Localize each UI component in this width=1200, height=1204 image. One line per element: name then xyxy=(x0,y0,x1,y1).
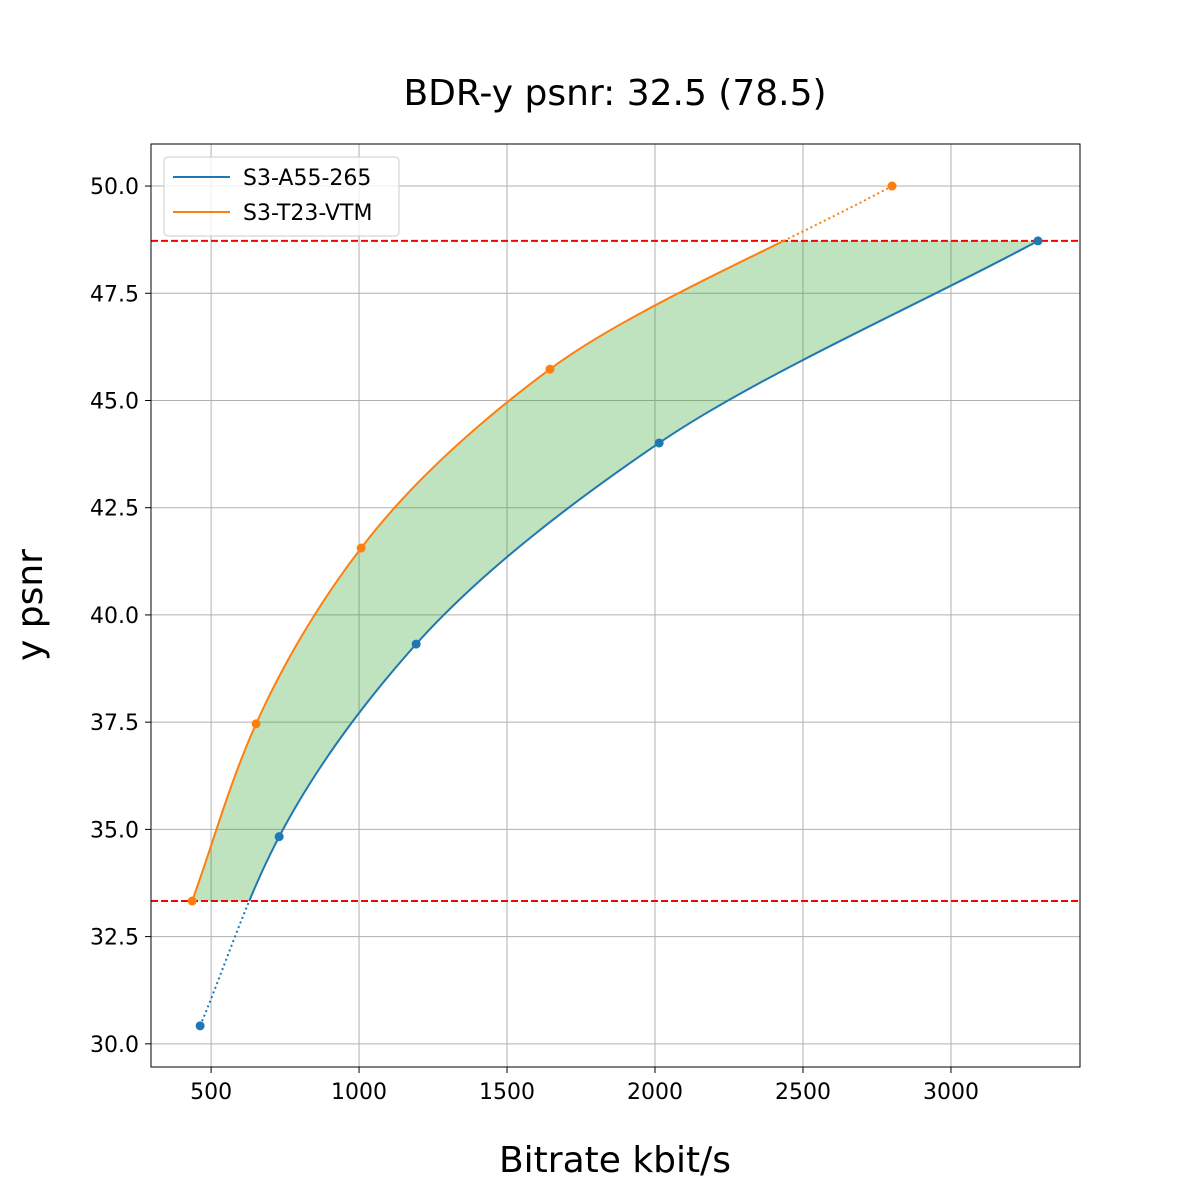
grid xyxy=(151,144,1080,1067)
data-point xyxy=(356,543,366,553)
y-tick-label: 30.0 xyxy=(90,1033,139,1058)
data-point xyxy=(411,639,421,649)
data-point xyxy=(195,1021,205,1031)
x-tick-label: 1000 xyxy=(331,1080,387,1105)
series-group xyxy=(187,181,1043,1031)
legend: S3-A55-265 S3-T23-VTM xyxy=(163,156,400,237)
y-tick-label: 40.0 xyxy=(90,604,139,629)
reference-lines xyxy=(151,239,1080,903)
legend-label-vtm: S3-T23-VTM xyxy=(243,201,372,226)
data-point xyxy=(187,896,197,906)
x-tick-label: 1500 xyxy=(479,1080,535,1105)
x-tick-label: 500 xyxy=(190,1080,232,1105)
x-axis-label: Bitrate kbit/s xyxy=(499,1140,731,1181)
y-tick-label: 32.5 xyxy=(90,926,139,951)
y-tick-label: 42.5 xyxy=(90,497,139,522)
x-tick-label: 2000 xyxy=(627,1080,683,1105)
x-tick-label: 3000 xyxy=(923,1080,979,1105)
series-extrapolated-0 xyxy=(199,900,251,1027)
data-point xyxy=(545,364,555,374)
legend-label-a55: S3-A55-265 xyxy=(243,166,371,191)
ticks: 500 1000 1500 2000 2500 3000 30.0 32.5 35.0 37.5 4… xyxy=(90,175,979,1105)
x-tick-label: 2500 xyxy=(775,1080,831,1105)
y-tick-label: 47.5 xyxy=(90,282,139,307)
plot-frame xyxy=(150,143,1081,1068)
y-tick-label: 45.0 xyxy=(90,389,139,414)
series-line-1 xyxy=(191,240,784,902)
chart-title: BDR-y psnr: 32.5 (78.5) xyxy=(403,73,826,114)
series-line-0 xyxy=(248,240,1039,902)
y-tick-label: 35.0 xyxy=(90,818,139,843)
series-extrapolated-1 xyxy=(783,185,893,242)
data-point xyxy=(1033,236,1043,246)
data-point xyxy=(274,832,284,842)
data-point xyxy=(654,438,664,448)
y-tick-label: 37.5 xyxy=(90,711,139,736)
y-axis-label: y psnr xyxy=(10,549,51,661)
y-tick-label: 50.0 xyxy=(90,175,139,200)
data-point xyxy=(251,719,261,729)
data-point xyxy=(887,181,897,191)
